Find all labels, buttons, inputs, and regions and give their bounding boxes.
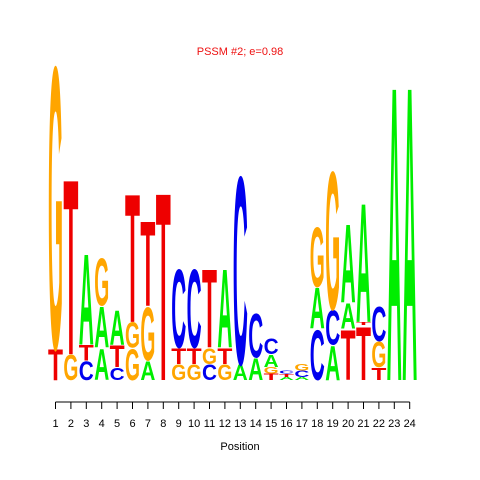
- x-tick-label-23: 23: [388, 418, 400, 430]
- x-tick-label-24: 24: [404, 418, 416, 430]
- logo-letter-g-pos-12-0: G: [217, 361, 232, 386]
- x-tick-label-3: 3: [83, 418, 89, 430]
- logo-letter-t-pos-8-0: T: [156, 136, 171, 437]
- logo-letter-c-pos-14-1: C: [248, 301, 263, 371]
- logo-letter-c-pos-18-0: C: [310, 316, 325, 396]
- x-tick-label-13: 13: [234, 418, 246, 430]
- x-tick-label-10: 10: [188, 418, 200, 430]
- logo-letter-g-pos-17-2: G: [294, 363, 309, 373]
- logo-letter-t-pos-11-2: T: [202, 248, 217, 372]
- x-tick-label-6: 6: [129, 418, 135, 430]
- logo-letter-t-pos-7-2: T: [140, 196, 155, 332]
- logo-letter-a-pos-19-0: A: [325, 337, 340, 392]
- logo-letter-c-pos-22-2: C: [371, 298, 386, 353]
- logo-letter-t-pos-6-2: T: [125, 155, 140, 361]
- logo-letter-c-pos-5-0: C: [110, 364, 125, 384]
- logo-letter-c-pos-11-0: C: [202, 359, 217, 385]
- logo-letter-g-pos-6-1: G: [125, 317, 140, 357]
- logo-letter-c-pos-15-3: C: [264, 333, 279, 359]
- x-tick-label-19: 19: [327, 418, 339, 430]
- logo-letter-t-pos-15-0: T: [264, 372, 280, 382]
- logo-letter-g-pos-10-0: G: [187, 361, 202, 386]
- logo-letter-c-pos-17-1: C: [294, 369, 310, 379]
- logo-letter-c-pos-3-0: C: [79, 356, 94, 386]
- logo-letter-t-pos-5-1: T: [110, 338, 125, 374]
- logo-letter-g-pos-2-0: G: [63, 349, 78, 389]
- logo-letter-t-pos-22-0: T: [371, 364, 386, 384]
- logo-letter-g-pos-4-2: G: [94, 246, 109, 321]
- logo-letter-g-pos-9-0: G: [171, 361, 186, 386]
- logo-letter-g-pos-18-2: G: [310, 210, 325, 305]
- x-tick-label-2: 2: [68, 418, 74, 430]
- logo-letter-a-pos-15-2: A: [264, 351, 279, 371]
- logo-letter-c-pos-19-1: C: [325, 301, 340, 356]
- logo-letter-a-pos-20-2: A: [341, 202, 356, 327]
- x-tick-label-12: 12: [219, 418, 231, 430]
- logo-letter-a-pos-17-0: A: [294, 376, 309, 381]
- logo-letter-a-pos-21-2: A: [356, 167, 371, 358]
- logo-letter-a-pos-14-0: A: [248, 352, 263, 387]
- logo-letter-a-pos-5-2: A: [110, 301, 125, 356]
- logo-letter-a-pos-12-2: A: [217, 248, 232, 373]
- chart-title: PSSM #2; e=0.98: [197, 46, 284, 58]
- logo-letter-a-pos-3-2: A: [79, 227, 94, 372]
- logo-letter-t-pos-9-1: T: [171, 344, 187, 369]
- logo-letter-a-pos-23-0: A: [387, 0, 402, 470]
- x-tick-label-17: 17: [296, 418, 308, 430]
- logo-letter-g-pos-22-1: G: [371, 336, 386, 376]
- logo-letter-g-pos-15-1: G: [264, 366, 279, 376]
- x-tick-label-22: 22: [373, 418, 385, 430]
- logo-letter-a-pos-24-0: A: [402, 0, 417, 470]
- logo-letter-g-pos-6-0: G: [125, 341, 140, 390]
- logo-letter-a-pos-7-0: A: [140, 356, 155, 386]
- x-tick-label-8: 8: [160, 418, 166, 430]
- logo-letter-t-pos-16-1: T: [279, 373, 294, 378]
- logo-letter-c-pos-9-2: C: [171, 248, 186, 373]
- logo-letter-g-pos-7-1: G: [140, 292, 155, 377]
- logo-letter-t-pos-21-0: T: [356, 313, 371, 398]
- x-tick-label-4: 4: [99, 418, 105, 430]
- logo-letter-a-pos-4-0: A: [94, 340, 109, 390]
- x-axis-label: Position: [220, 441, 259, 453]
- x-tick-label-7: 7: [145, 418, 151, 430]
- x-tick-label-14: 14: [250, 418, 262, 430]
- x-tick-label-5: 5: [114, 418, 120, 430]
- logo-letter-c-pos-16-2: C: [279, 370, 294, 375]
- x-tick-label-1: 1: [52, 418, 58, 430]
- logo-letter-c-pos-10-2: C: [187, 248, 202, 373]
- logo-letter-a-pos-4-1: A: [94, 296, 109, 361]
- x-tick-label-16: 16: [280, 418, 292, 430]
- logo-letter-a-pos-20-1: A: [341, 296, 356, 336]
- logo-letter-a-pos-13-0: A: [233, 359, 248, 385]
- logo-letter-c-pos-13-1: C: [233, 121, 248, 421]
- x-tick-label-9: 9: [176, 418, 182, 430]
- x-tick-label-21: 21: [357, 418, 369, 430]
- x-tick-label-15: 15: [265, 418, 277, 430]
- logo-letter-t-pos-1-0: T: [48, 339, 63, 390]
- logo-letter-t-pos-10-1: T: [187, 344, 203, 369]
- logo-letter-a-pos-18-1: A: [310, 276, 325, 341]
- logo-letter-a-pos-16-0: A: [279, 376, 294, 381]
- logo-letter-t-pos-12-1: T: [217, 344, 233, 369]
- logo-letter-g-pos-11-1: G: [202, 345, 217, 370]
- logo-letter-t-pos-20-0: T: [341, 316, 356, 396]
- logo-letter-g-pos-19-2: G: [325, 130, 340, 351]
- x-tick-label-18: 18: [311, 418, 323, 430]
- x-tick-label-20: 20: [342, 418, 354, 430]
- logo-letter-t-pos-21-1: T: [356, 321, 371, 326]
- logo-letter-g-pos-1-1: G: [48, 0, 63, 434]
- logo-letter-t-pos-3-1: T: [79, 341, 95, 366]
- x-tick-label-11: 11: [204, 418, 215, 430]
- logo-letter-t-pos-2-1: T: [63, 126, 78, 408]
- x-axis: 1 2 3 4 5 6 7 8 9 10 11 12 13 14 15 16 17 18 19 20 21 22 23 24: [52, 401, 416, 430]
